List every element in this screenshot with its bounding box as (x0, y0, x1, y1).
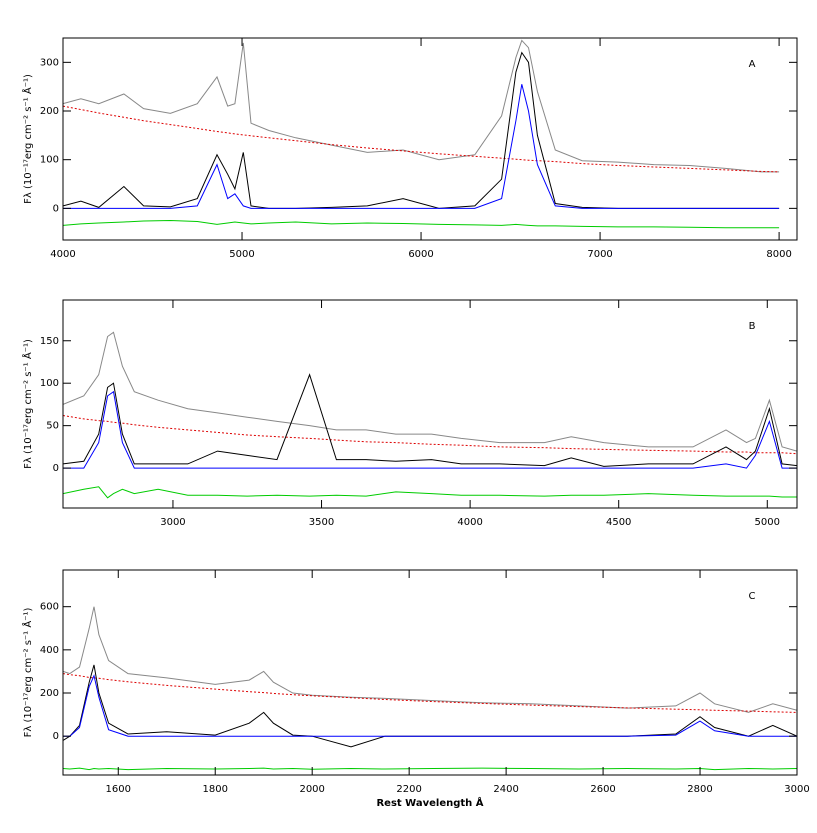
plot-frame (62, 569, 798, 776)
spectrum-line (63, 673, 797, 713)
panel-label: A (749, 59, 756, 70)
y-tick-label: 0 (53, 203, 59, 214)
spectrum-line (63, 486, 797, 499)
x-axis-label: Rest Wavelength Å (376, 796, 483, 809)
spectrum-line (63, 105, 780, 173)
y-tick-label: 300 (40, 57, 59, 68)
spectrum-line (63, 39, 780, 173)
x-tick-label: 3000 (160, 517, 185, 528)
x-tick-label: 2000 (299, 784, 324, 795)
spectrum-line (63, 664, 797, 748)
x-tick-label: 5000 (229, 249, 254, 260)
y-tick-label: 600 (40, 602, 59, 613)
spectrum-line (63, 390, 797, 469)
y-axis-label: Fλ (10⁻¹⁷erg cm⁻² s⁻¹ Å⁻¹) (21, 339, 34, 469)
spectrum-line (63, 674, 797, 737)
spectrum-line (63, 767, 797, 771)
spectrum-line (63, 331, 797, 452)
y-tick-label: 100 (40, 378, 59, 389)
spectrum-line (63, 51, 780, 209)
x-tick-label: 3000 (784, 784, 809, 795)
y-tick-label: 150 (40, 336, 59, 347)
x-tick-label: 8000 (766, 249, 791, 260)
plot-frame (62, 299, 798, 509)
spectrum-line (63, 373, 797, 467)
x-tick-label: 2400 (493, 784, 518, 795)
x-tick-label: 1600 (106, 784, 131, 795)
series-group (63, 39, 780, 229)
x-tick-label: 7000 (587, 249, 612, 260)
series-group (63, 606, 797, 771)
y-tick-label: 100 (40, 155, 59, 166)
series-group (63, 331, 797, 499)
panel-label: B (749, 321, 756, 332)
x-tick-label: 2200 (396, 784, 421, 795)
spectrum-line (63, 606, 797, 713)
panel-label: C (749, 591, 756, 602)
x-tick-label: 3500 (309, 517, 334, 528)
spectrum-line (63, 84, 780, 209)
x-tick-label: 4000 (50, 249, 75, 260)
spectrum-line (63, 219, 780, 229)
y-axis-label: Fλ (10⁻¹⁷erg cm⁻² s⁻¹ Å⁻¹) (21, 74, 34, 204)
y-tick-label: 0 (53, 463, 59, 474)
y-tick-label: 0 (53, 731, 59, 742)
y-tick-label: 200 (40, 688, 59, 699)
x-tick-label: 5000 (755, 517, 780, 528)
x-tick-label: 6000 (408, 249, 433, 260)
y-axis-label: Fλ (10⁻¹⁷erg cm⁻² s⁻¹ Å⁻¹) (21, 608, 34, 738)
y-tick-label: 400 (40, 645, 59, 656)
x-tick-label: 4000 (457, 517, 482, 528)
x-tick-label: 2800 (687, 784, 712, 795)
plot-frame (62, 37, 798, 241)
x-tick-label: 2600 (590, 784, 615, 795)
y-tick-label: 200 (40, 106, 59, 117)
x-tick-label: 1800 (203, 784, 228, 795)
x-tick-label: 4500 (606, 517, 631, 528)
y-tick-label: 50 (46, 421, 59, 432)
